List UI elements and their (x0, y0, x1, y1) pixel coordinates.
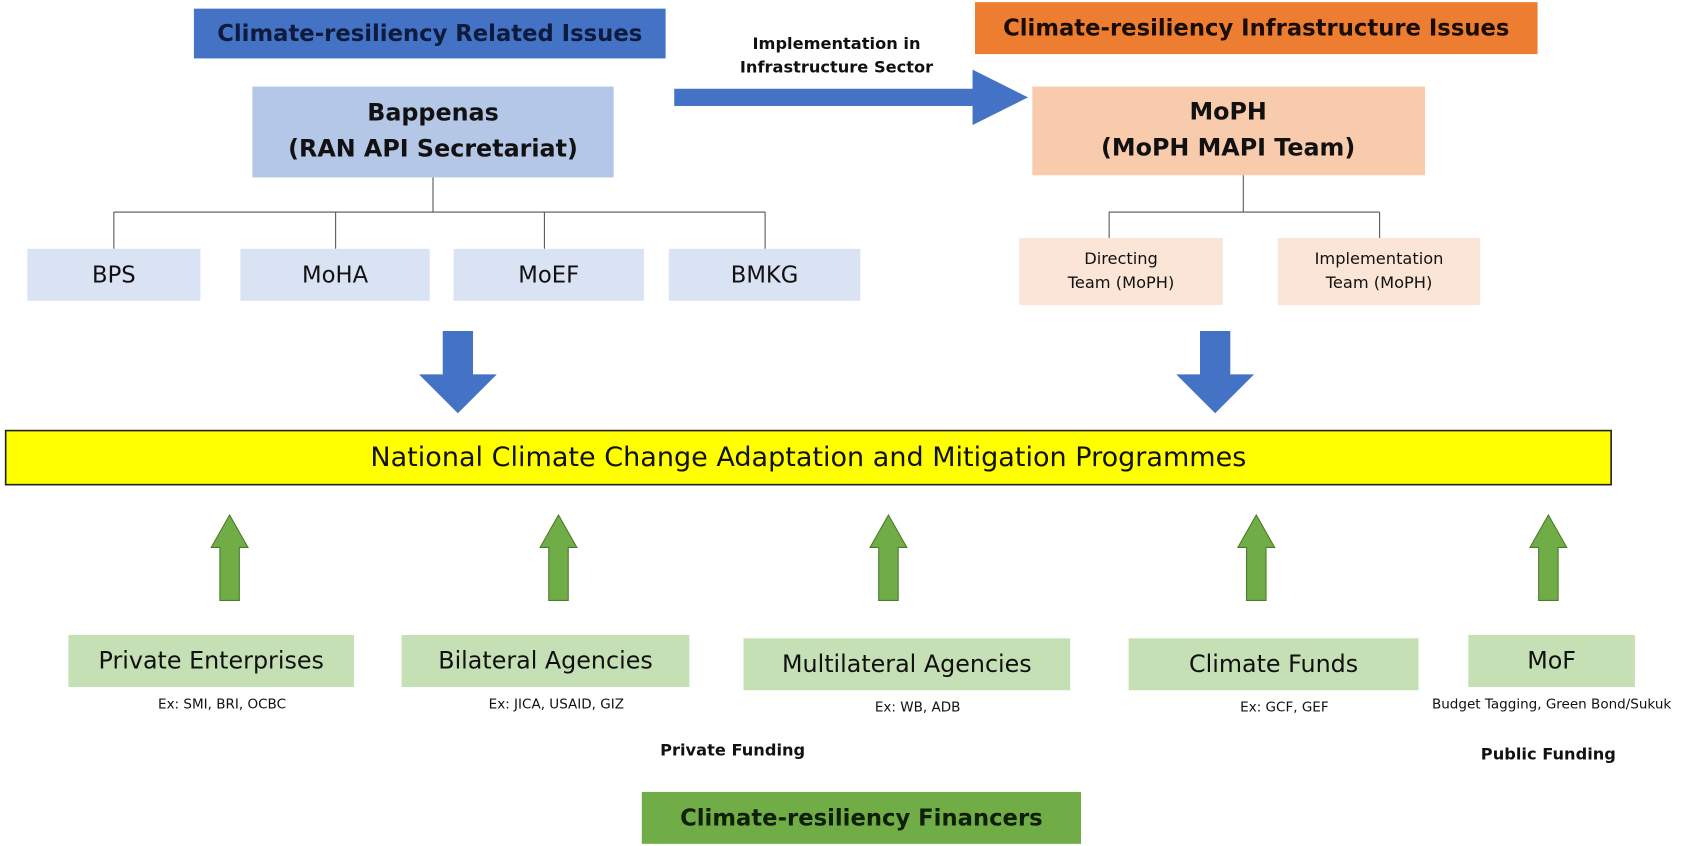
child-label: BMKG (731, 262, 799, 288)
heading-box (193, 8, 666, 59)
financer-box (1468, 635, 1635, 687)
financer-name: Multilateral Agencies (782, 650, 1032, 678)
financer-box (743, 638, 1071, 691)
child-box (27, 248, 201, 301)
org-title: (MoPH MAPI Team) (1101, 133, 1355, 161)
heading-box (974, 2, 1538, 55)
child-label: MoEF (518, 262, 579, 288)
financer-name: Private Enterprises (99, 647, 324, 675)
arrow-label: Implementation in (753, 34, 921, 53)
org-title: MoPH (1189, 98, 1266, 126)
org-box (1032, 86, 1426, 176)
up-arrow (210, 513, 249, 601)
up-arrow (539, 513, 578, 601)
org-title: Bappenas (367, 99, 499, 127)
funding-label: Public Funding (1481, 745, 1616, 764)
financer-example: Ex: JICA, USAID, GIZ (489, 696, 624, 712)
financer-example: Ex: WB, ADB (875, 700, 961, 716)
org-box (252, 86, 614, 178)
footer: Climate-resiliency Financers (680, 805, 1043, 831)
down-arrow (418, 331, 497, 414)
financer-name: Climate Funds (1189, 650, 1358, 678)
child-label: Team (MoPH) (1067, 273, 1175, 292)
financer-example: Ex: GCF, GEF (1240, 700, 1328, 716)
heading: Climate-resiliency Related Issues (217, 21, 642, 47)
financer-box (1128, 638, 1419, 691)
arrow-label: Infrastructure Sector (740, 58, 933, 77)
financer-example: Budget Tagging, Green Bond/Sukuk (1432, 696, 1671, 712)
up-arrow (869, 513, 908, 601)
heading: Climate-resiliency Infrastructure Issues (1003, 16, 1509, 42)
financer-box (68, 635, 355, 687)
child-box (1277, 238, 1481, 306)
financer-name: Bilateral Agencies (438, 647, 652, 675)
child-box (668, 248, 861, 301)
child-label: BPS (92, 262, 136, 288)
child-box (453, 248, 644, 301)
programme-bar (4, 429, 1612, 486)
child-label: Team (MoPH) (1325, 273, 1433, 292)
up-arrow (1236, 513, 1276, 601)
child-label: Directing (1084, 249, 1158, 268)
down-arrow (1176, 331, 1255, 414)
up-arrow (1529, 513, 1568, 601)
financer-example: Ex: SMI, BRI, OCBC (158, 696, 286, 712)
org-title: (RAN API Secretariat) (288, 134, 578, 162)
child-label: Implementation (1315, 249, 1444, 268)
programme-label: National Climate Change Adaptation and M… (370, 442, 1246, 473)
child-label: MoHA (302, 262, 369, 288)
financer-box (401, 635, 690, 687)
child-box (1019, 238, 1223, 306)
financer-name: MoF (1527, 647, 1576, 675)
funding-label: Private Funding (660, 740, 805, 759)
child-box (240, 248, 430, 301)
footer-box (641, 791, 1082, 844)
